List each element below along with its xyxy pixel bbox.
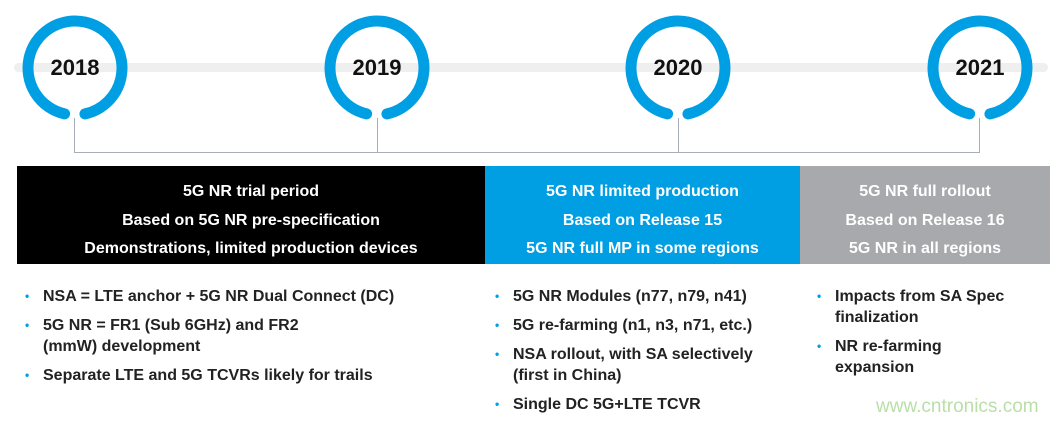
connector-line: [678, 118, 679, 153]
band-line: 5G NR limited production: [546, 183, 739, 200]
list-item: • Separate LTE and 5G TCVRs likely for tr…: [25, 367, 373, 384]
list-item: • Single DC 5G+LTE TCVR: [495, 396, 701, 413]
watermark: www.cntronics.com: [876, 396, 1039, 417]
year-label: 2018: [50, 55, 100, 80]
phase-band-limited: 5G NR limited production Based on Releas…: [485, 166, 800, 264]
band-line: Based on Release 15: [562, 211, 723, 229]
ring-icon: [625, 15, 731, 121]
year-marker-2018: 2018: [22, 15, 128, 121]
bullet-icon: •: [817, 339, 822, 353]
timeline-track: [14, 63, 1048, 72]
list-item: • Impacts from SA Spec finalization: [817, 288, 1005, 326]
bullet-icon: •: [495, 347, 500, 361]
bullet-list-2018: • NSA = LTE anchor + 5G NR Dual Connect (…: [25, 286, 465, 394]
bullet-list-2020: • 5G NR Modules (n77, n79, n41) • 5G re-fa…: [495, 286, 795, 423]
band-line: 5G NR trial period: [182, 183, 320, 200]
bullet-icon: •: [495, 289, 500, 303]
phase-band-full: 5G NR full rollout Based on Release 16 5…: [800, 166, 1050, 264]
list-item: • 5G NR Modules (n77, n79, n41): [495, 288, 747, 305]
bullet-icon: •: [25, 368, 30, 382]
bullet-icon: •: [25, 318, 30, 332]
bullet-icon: •: [25, 289, 30, 303]
bullet-icon: •: [495, 318, 500, 332]
ring-icon: [927, 15, 1033, 121]
ring-icon: [22, 15, 128, 121]
band-line: Based on Release 16: [845, 211, 1005, 229]
band-line: 5G NR full MP in some regions: [526, 240, 759, 257]
year-marker-2021: 2021: [927, 15, 1033, 121]
year-label: 2021: [955, 55, 1005, 80]
bullet-list-2021: • Impacts from SA Spec finalization • NR r…: [817, 286, 1022, 386]
bullet-icon: •: [495, 397, 500, 411]
list-item: • NR re-farming expansion: [817, 338, 942, 376]
list-item: • 5G re-farming (n1, n3, n71, etc.): [495, 317, 753, 334]
band-line: 5G NR full rollout: [859, 183, 991, 200]
list-item: • NSA rollout, with SA selectively (first…: [495, 346, 753, 384]
ring-icon: [324, 15, 430, 121]
band-line: Demonstrations, limited production devic…: [84, 240, 418, 257]
connector-line: [377, 118, 378, 153]
connector-line: [74, 118, 980, 153]
year-label: 2019: [352, 55, 402, 80]
list-item: • 5G NR = FR1 (Sub 6GHz) and FR2 (mmW) de…: [25, 317, 299, 355]
bullet-icon: •: [817, 289, 822, 303]
band-line: Based on 5G NR pre-specification: [122, 211, 380, 229]
band-line: 5G NR in all regions: [848, 240, 1002, 257]
year-label: 2020: [653, 55, 703, 80]
year-marker-2020: 2020: [625, 15, 731, 121]
phase-band-trial: 5G NR trial period Based on 5G NR pre-sp…: [17, 166, 485, 264]
year-marker-2019: 2019: [324, 15, 430, 121]
list-item: • NSA = LTE anchor + 5G NR Dual Connect (…: [25, 288, 395, 305]
